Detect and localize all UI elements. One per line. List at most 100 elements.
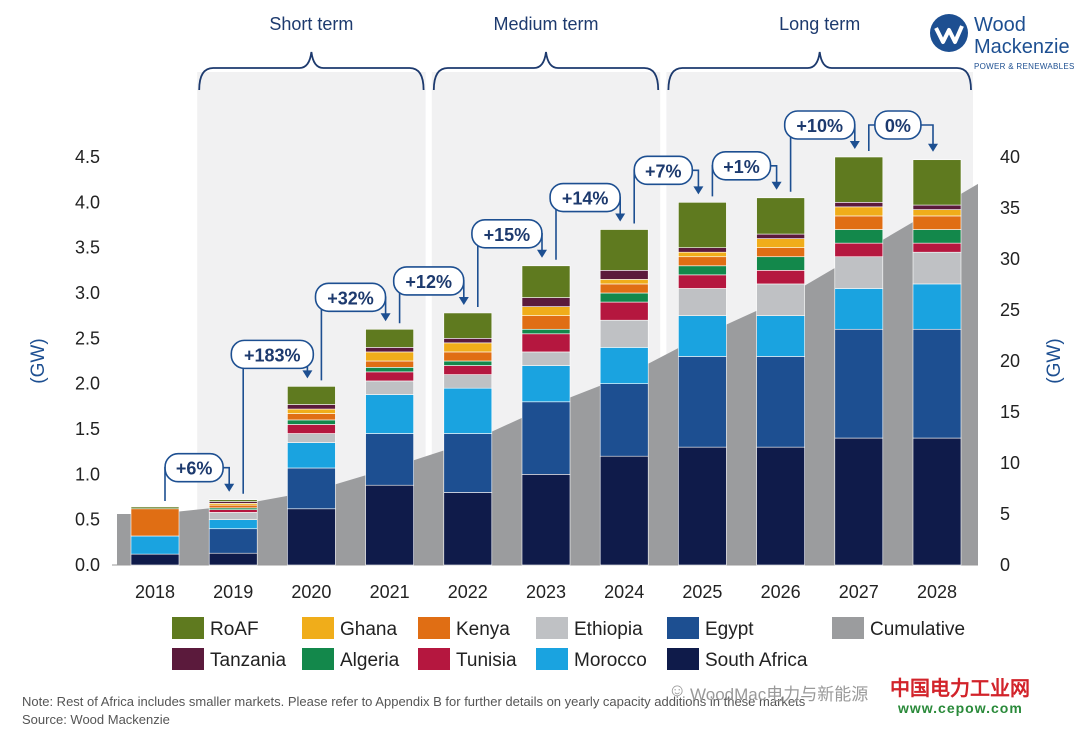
bar-segment-ethiopia	[678, 288, 727, 316]
bar-segment-morocco	[912, 283, 962, 330]
right-tick-label: 25	[1000, 300, 1020, 320]
bar-segment-kenya	[365, 360, 414, 368]
bar-segment-south-africa	[912, 437, 962, 566]
growth-arrow-head	[693, 186, 704, 195]
bar-segment-south-africa	[599, 455, 649, 566]
bar-segment-tunisia	[678, 274, 727, 289]
brand-logo: Wood Mackenzie POWER & RENEWABLES	[928, 10, 1078, 71]
bar-segment-morocco	[287, 442, 336, 469]
growth-bubble	[471, 219, 543, 249]
growth-bubble	[711, 151, 772, 181]
bar-segment-ghana	[912, 209, 962, 217]
bar-segment-roaf	[443, 312, 493, 339]
bar-segment-ethiopia	[834, 256, 884, 289]
bar-segment-roaf	[208, 499, 258, 502]
bar-segment-south-africa	[834, 437, 884, 566]
legend-label: Kenya	[456, 619, 510, 640]
bar-segment-south-africa	[443, 492, 493, 566]
x-tick-label: 2026	[761, 582, 801, 602]
legend-label: Ethiopia	[574, 619, 643, 640]
growth-label: +12%	[405, 272, 452, 292]
growth-label: +183%	[244, 345, 301, 365]
left-tick-label: 2.0	[75, 374, 100, 394]
right-tick-label: 35	[1000, 198, 1020, 218]
right-tick-label: 15	[1000, 402, 1020, 422]
bar-segment-tunisia	[912, 242, 962, 253]
x-tick-label: 2027	[839, 582, 879, 602]
bar-segment-tunisia	[208, 509, 258, 513]
bar-segment-ghana	[365, 351, 414, 362]
legend-swatch-tanzania	[172, 648, 204, 670]
chart-note: Note: Rest of Africa includes smaller ma…	[22, 694, 806, 709]
growth-label: +7%	[645, 161, 682, 181]
legend-label: Morocco	[574, 650, 647, 671]
bar-segment-roaf	[912, 159, 962, 206]
right-tick-label: 10	[1000, 453, 1020, 473]
left-tick-label: 3.5	[75, 238, 100, 258]
bar-segment-tunisia	[756, 270, 805, 285]
right-axis-label: (GW)	[1044, 338, 1065, 383]
x-tick-label: 2022	[448, 582, 488, 602]
bar-segment-roaf	[678, 202, 727, 248]
growth-bubble	[633, 155, 694, 186]
bar-segment-south-africa	[287, 508, 336, 566]
bar-segment-ghana	[834, 206, 884, 217]
bar-segment-morocco	[365, 394, 414, 434]
left-tick-label: 1.5	[75, 419, 100, 439]
right-tick-label: 40	[1000, 147, 1020, 167]
legend-swatch-roaf	[172, 617, 204, 639]
bar-segment-algeria	[678, 265, 727, 276]
bar-segment-egypt	[521, 401, 571, 475]
growth-connector-right	[770, 165, 778, 188]
left-tick-label: 4.0	[75, 192, 100, 212]
x-tick-label: 2019	[213, 582, 253, 602]
bar-segment-ethiopia	[912, 251, 962, 285]
bar-segment-south-africa	[756, 446, 805, 566]
growth-bubble	[392, 266, 465, 296]
brand-subline: POWER & RENEWABLES	[974, 62, 1075, 71]
bar-segment-egypt	[365, 433, 414, 486]
bar-segment-ethiopia	[365, 380, 414, 395]
left-tick-label: 0.0	[75, 555, 100, 575]
legend-swatch-kenya	[418, 617, 450, 639]
brand-name-line2: Mackenzie	[974, 36, 1070, 58]
growth-bubble	[549, 182, 621, 213]
bar-segment-south-africa	[521, 474, 571, 566]
bar-segment-tanzania	[756, 233, 805, 239]
bar-segment-morocco	[443, 387, 493, 434]
term-label: Short term	[269, 14, 353, 34]
growth-connector-right	[920, 124, 934, 150]
bar-segment-algeria	[521, 328, 571, 335]
bar-segment-roaf	[756, 197, 805, 235]
left-tick-label: 4.5	[75, 147, 100, 167]
legend-label: Cumulative	[870, 619, 965, 640]
bar-segment-algeria	[912, 229, 962, 244]
bar-segment-egypt	[599, 383, 649, 457]
bar-segment-tanzania	[599, 270, 649, 280]
bar-segment-egypt	[208, 528, 258, 554]
x-tick-label: 2024	[604, 582, 644, 602]
bar-segment-ethiopia	[287, 433, 336, 443]
right-tick-label: 0	[1000, 555, 1010, 575]
growth-label: +15%	[484, 225, 531, 245]
growth-label: +1%	[723, 157, 760, 177]
wechat-icon: ☺	[668, 680, 687, 700]
growth-label: +32%	[327, 288, 374, 308]
bar-segment-morocco	[521, 365, 571, 403]
chart-source: Source: Wood Mackenzie	[22, 712, 170, 727]
legend-label: Ghana	[340, 619, 397, 640]
bar-segment-kenya	[443, 351, 493, 362]
growth-arrow-head	[380, 313, 391, 322]
bar-segment-kenya	[521, 315, 571, 330]
left-tick-label: 1.0	[75, 464, 100, 484]
bar-segment-egypt	[287, 467, 336, 510]
watermark-cn: 中国电力工业网	[890, 678, 1030, 700]
bar-segment-kenya	[208, 504, 258, 509]
legend-label: South Africa	[705, 650, 808, 671]
bar-segment-ghana	[521, 306, 571, 316]
bar-segment-kenya	[756, 247, 805, 258]
bar-segment-egypt	[678, 356, 727, 448]
bar-segment-algeria	[443, 360, 493, 366]
growth-arrow-head	[615, 213, 626, 222]
bar-segment-ghana	[678, 251, 727, 258]
